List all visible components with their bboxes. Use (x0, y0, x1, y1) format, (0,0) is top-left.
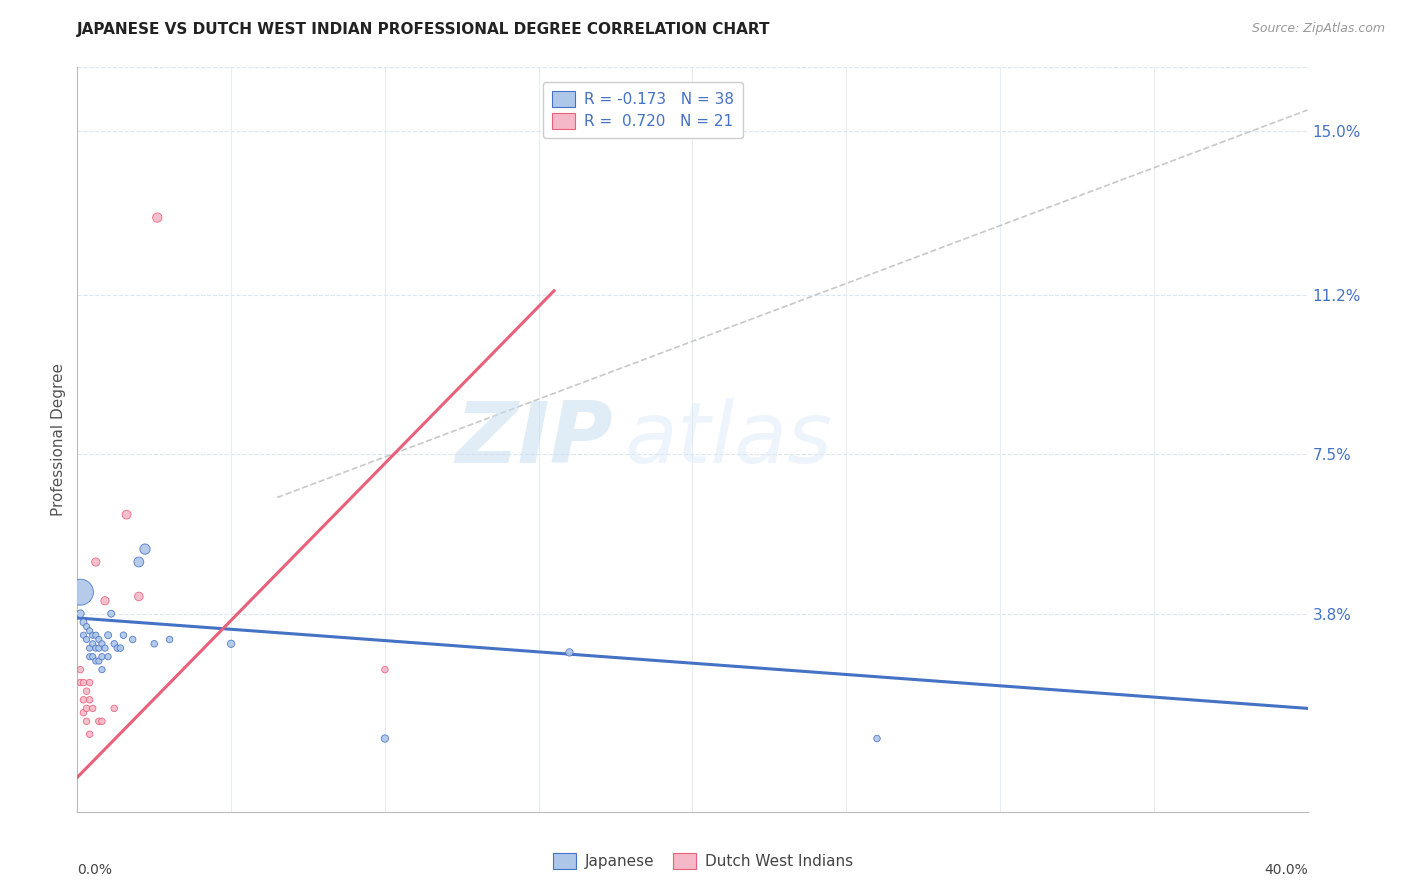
Point (84, 641, 107, 656)
Point (146, 211, 169, 225)
Point (97, 649, 120, 664)
Point (72, 615, 94, 630)
Point (128, 555, 150, 569)
Point (94, 641, 117, 656)
Text: ZIP: ZIP (456, 398, 613, 481)
Point (79, 727, 101, 741)
Text: atlas: atlas (624, 398, 832, 481)
Point (90, 637, 114, 651)
Text: JAPANESE VS DUTCH WEST INDIAN PROFESSIONAL DEGREE CORRELATION CHART: JAPANESE VS DUTCH WEST INDIAN PROFESSION… (77, 22, 770, 37)
Point (159, 632, 181, 647)
Point (143, 637, 166, 651)
Point (69, 607, 91, 621)
Point (115, 508, 138, 522)
Point (79, 649, 101, 664)
Y-axis label: Professional Degree: Professional Degree (51, 363, 66, 516)
Point (219, 637, 242, 651)
Point (103, 637, 125, 651)
Point (79, 624, 101, 638)
Point (134, 542, 156, 557)
Point (84, 628, 107, 642)
Point (90, 714, 114, 729)
Point (374, 731, 396, 746)
Text: 40.0%: 40.0% (1264, 863, 1308, 878)
Point (69, 585, 91, 599)
Point (79, 675, 101, 690)
Point (105, 641, 128, 656)
Point (87, 654, 110, 668)
Point (97, 628, 120, 642)
Point (90, 649, 114, 664)
Point (87, 632, 110, 647)
Point (103, 701, 125, 715)
Point (79, 641, 101, 656)
Legend: Japanese, Dutch West Indians: Japanese, Dutch West Indians (547, 847, 859, 875)
Point (76, 632, 98, 647)
Point (90, 663, 114, 677)
Point (87, 714, 110, 729)
Point (100, 607, 122, 621)
Point (82, 649, 104, 664)
Point (72, 706, 94, 720)
Point (82, 637, 104, 651)
Point (374, 663, 396, 677)
Point (79, 693, 101, 707)
Point (94, 593, 117, 607)
Legend: R = -0.173   N = 38, R =  0.720   N = 21: R = -0.173 N = 38, R = 0.720 N = 21 (543, 82, 744, 138)
Point (76, 714, 98, 729)
Point (76, 684, 98, 698)
Point (69, 675, 91, 690)
Point (112, 628, 135, 642)
Point (72, 693, 94, 707)
Point (82, 628, 104, 642)
Point (76, 619, 98, 633)
Point (87, 641, 110, 656)
Point (866, 731, 889, 746)
Point (110, 641, 132, 656)
Point (72, 628, 94, 642)
Text: Source: ZipAtlas.com: Source: ZipAtlas.com (1251, 22, 1385, 36)
Point (84, 555, 107, 569)
Point (121, 632, 143, 647)
Point (76, 701, 98, 715)
Point (84, 654, 107, 668)
Point (558, 645, 581, 659)
Point (82, 701, 104, 715)
Point (128, 590, 150, 604)
Text: 0.0%: 0.0% (77, 863, 112, 878)
Point (72, 675, 94, 690)
Point (69, 663, 91, 677)
